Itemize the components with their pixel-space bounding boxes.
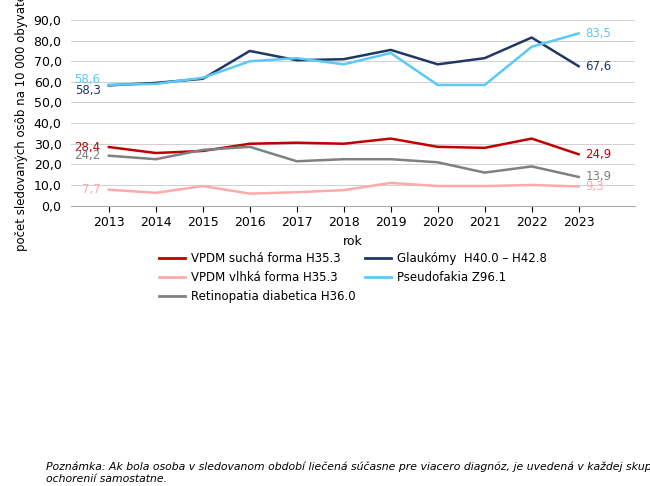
Text: 67,6: 67,6 <box>586 60 612 73</box>
Text: 7,7: 7,7 <box>82 183 101 196</box>
X-axis label: rok: rok <box>343 235 363 247</box>
Text: Poznámka: Ak bola osoba v sledovanom období liečená súčasne pre viacero diagnóz,: Poznámka: Ak bola osoba v sledovanom obd… <box>46 462 650 484</box>
Text: 24,9: 24,9 <box>586 148 612 161</box>
Text: 58,6: 58,6 <box>75 73 101 86</box>
Text: 9,3: 9,3 <box>586 180 604 193</box>
Text: 58,3: 58,3 <box>75 85 101 97</box>
Y-axis label: počet sledovaných osôb na 10 000 obyvateľov: počet sledovaných osôb na 10 000 obyvate… <box>15 0 28 251</box>
Legend: VPDM suchá forma H35.3, VPDM vlhká forma H35.3, Retinopatia diabetica H36.0, Gla: VPDM suchá forma H35.3, VPDM vlhká forma… <box>159 252 547 303</box>
Text: 24,2: 24,2 <box>74 149 101 162</box>
Text: 13,9: 13,9 <box>586 171 612 183</box>
Text: 28,4: 28,4 <box>74 140 101 154</box>
Text: 83,5: 83,5 <box>586 27 612 40</box>
